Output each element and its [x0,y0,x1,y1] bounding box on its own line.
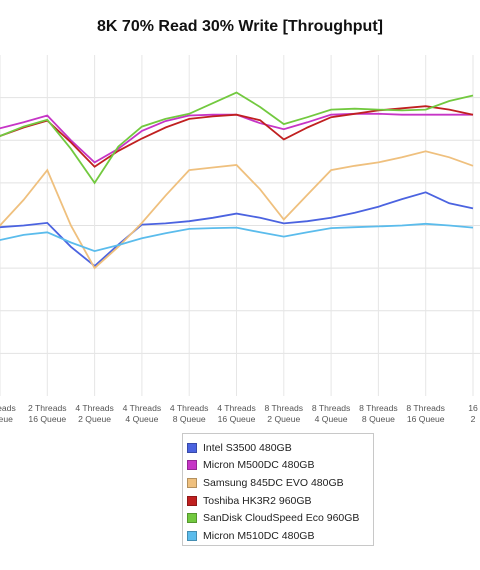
x-tick-label: 8 Queue [173,414,206,424]
x-tick-label: 2 Queue [267,414,300,424]
series-lines [0,91,474,270]
legend-swatch [187,513,197,524]
legend-label: Intel S3500 480GB [203,441,292,454]
x-tick-label: 16 Queue [218,414,256,424]
series-line-1 [0,191,474,268]
x-tick-label: 4 Threads [217,403,256,413]
series-line-3 [0,150,474,270]
chart-title: 8K 70% Read 30% Write [Throughput] [97,18,383,35]
legend-swatch [187,442,197,453]
series-line-5 [0,91,474,185]
legend-label: Toshiba HK3R2 960GB [203,494,312,507]
legend-label: Micron M510DC 480GB [203,529,315,542]
x-tick-label: Queue [0,414,13,424]
legend-swatch [187,495,197,506]
legend: Intel S3500 480GB Micron M500DC 480GB Sams… [182,433,374,546]
x-tick-label: Threads [0,403,16,413]
x-tick-label: 8 Threads [265,403,304,413]
x-tick-label: 16 Queue [407,414,445,424]
x-tick-label: 4 Threads [75,403,114,413]
legend-item: Samsung 845DC EVO 480GB [187,474,373,492]
x-tick-label: 4 Queue [315,414,348,424]
legend-item: Toshiba HK3R2 960GB [187,492,373,510]
legend-swatch [187,460,197,471]
x-tick-label: 8 Queue [362,414,395,424]
x-tick-label: 2 Queue [78,414,111,424]
x-tick-label: 4 Threads [170,403,209,413]
legend-item: Intel S3500 480GB [187,439,373,457]
legend-label: Micron M500DC 480GB [203,459,315,472]
x-tick-label: 2 [471,414,476,424]
legend-swatch [187,477,197,488]
legend-swatch [187,530,197,541]
legend-label: Samsung 845DC EVO 480GB [203,476,344,489]
x-tick-label: 8 Threads [312,403,351,413]
legend-item: SanDisk CloudSpeed Eco 960GB [187,509,373,527]
legend-item: Micron M510DC 480GB [187,527,373,545]
legend-item: Micron M500DC 480GB [187,457,373,475]
legend-label: SanDisk CloudSpeed Eco 960GB [203,512,360,525]
x-tick-label: 16 [468,403,478,413]
x-tick-label: 8 Threads [359,403,398,413]
x-tick-label: 2 Threads [28,403,67,413]
series-line-6 [0,222,474,253]
x-tick-label: 4 Queue [125,414,158,424]
x-tick-label: 4 Threads [123,403,162,413]
x-tick-label: 16 Queue [28,414,66,424]
x-tick-label: 8 Threads [406,403,445,413]
